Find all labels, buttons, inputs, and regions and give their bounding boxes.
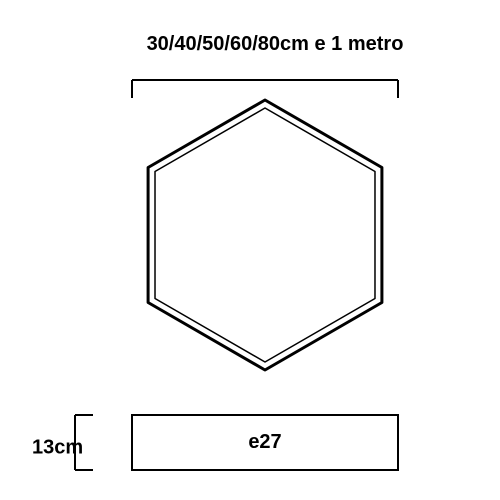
socket-label: e27 — [248, 431, 281, 453]
width-dimension-label: 30/40/50/60/80cm e 1 metro — [147, 33, 404, 55]
height-dimension-label: 13cm — [32, 436, 83, 458]
